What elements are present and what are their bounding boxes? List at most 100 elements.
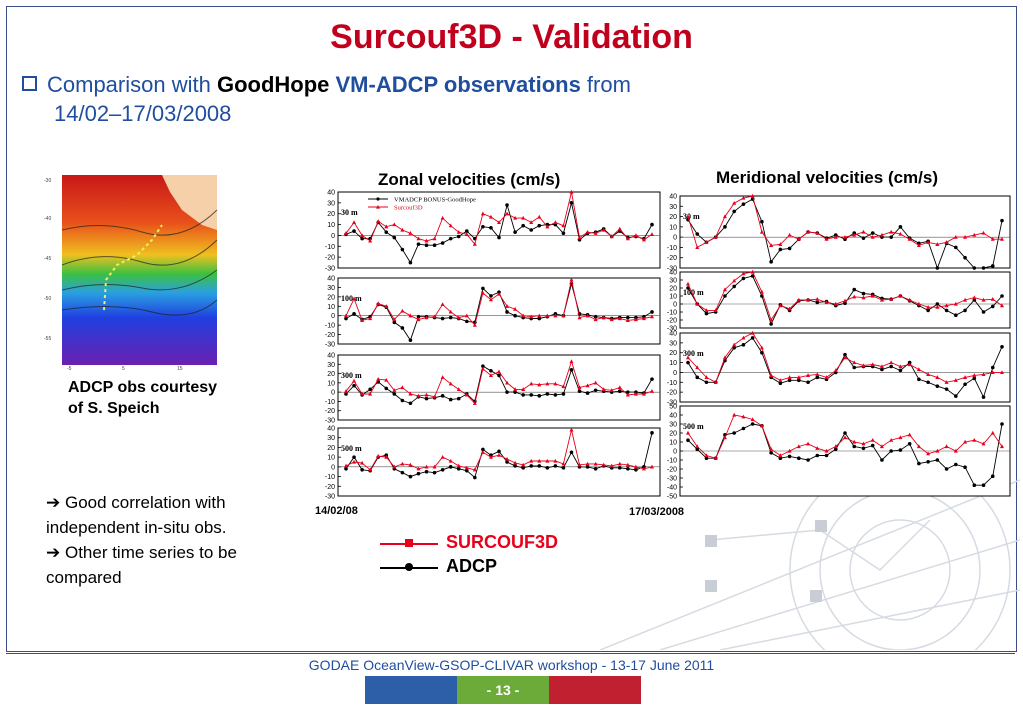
meridional-30m-adcp-point bbox=[898, 225, 903, 229]
zonal-500m-surcouf-point bbox=[408, 462, 413, 467]
zonal-500m-surcouf-point bbox=[488, 454, 493, 459]
meridional-300m-surcouf-point bbox=[990, 370, 995, 375]
meridional-500m-surcouf-point bbox=[704, 453, 709, 458]
meridional-300m-adcp-point bbox=[954, 394, 958, 398]
zonal-500m-ytick-label: -10 bbox=[325, 474, 335, 481]
zonal-30m-adcp-point bbox=[456, 234, 461, 239]
meridional-30m-depth-label: 30 m bbox=[683, 212, 700, 221]
checkbox-bullet-icon bbox=[22, 76, 37, 91]
meridional-100m-adcp-point bbox=[944, 308, 949, 313]
meridional-30m-surcouf-point bbox=[806, 229, 811, 234]
svg-text:-40: -40 bbox=[44, 216, 51, 222]
zonal-100m-adcp-point bbox=[489, 294, 493, 298]
meridional-500m-adcp-point bbox=[861, 446, 866, 451]
zonal-500m-adcp-point bbox=[497, 449, 501, 454]
meridional-500m-ytick-label: -20 bbox=[667, 467, 677, 474]
meridional-30m-surcouf-point bbox=[926, 240, 931, 244]
meridional-500m-adcp-point bbox=[833, 447, 838, 452]
meridional-100m-surcouf-point bbox=[944, 303, 949, 308]
zonal-300m-adcp-point bbox=[456, 396, 461, 401]
meridional-500m-ytick-label: -10 bbox=[667, 458, 677, 465]
footer-bar-red bbox=[549, 676, 641, 704]
footer-bar-blue bbox=[365, 676, 457, 704]
zonal-500m-adcp-point bbox=[505, 460, 509, 464]
conclusion-notes: ➔ Good correlation with independent in-s… bbox=[46, 490, 306, 590]
meridional-500m-adcp-point bbox=[750, 422, 755, 426]
meridional-300m-adcp-point bbox=[917, 377, 921, 382]
meridional-500m-surcouf-point bbox=[963, 439, 968, 444]
meridional-100m-surcouf-point bbox=[769, 317, 774, 322]
meridional-100m-ytick-label: 40 bbox=[669, 270, 677, 277]
meridional-100m-adcp-point bbox=[1000, 294, 1004, 298]
meridional-500m-adcp-point bbox=[907, 442, 912, 446]
zonal-500m-surcouf-point bbox=[513, 460, 518, 465]
meridional-500m-surcouf-point bbox=[796, 444, 801, 449]
zonal-500m-adcp-point bbox=[360, 467, 364, 472]
zonal-500m-surcouf-point bbox=[641, 466, 646, 471]
zonal-300m-adcp-point bbox=[569, 368, 574, 372]
meridional-300m-surcouf-point bbox=[944, 380, 949, 384]
zonal-500m-adcp-point bbox=[593, 467, 598, 471]
zonal-500m-adcp-point bbox=[464, 468, 469, 473]
meridional-500m-ytick-label: -30 bbox=[667, 476, 677, 483]
meridional-300m-adcp-point bbox=[898, 368, 903, 373]
zonal-30m-ytick-label: -20 bbox=[325, 255, 335, 262]
meridional-30m-surcouf-point bbox=[704, 240, 709, 244]
zonal-100m-ytick-label: -10 bbox=[325, 323, 335, 330]
zonal-100m-surcouf-point bbox=[464, 313, 469, 318]
meridional-30m-adcp-point bbox=[732, 209, 736, 214]
meridional-100m-surcouf-point bbox=[713, 308, 718, 312]
meridional-30m-surcouf-point bbox=[898, 231, 903, 236]
meridional-30m-surcouf-point bbox=[879, 232, 884, 237]
zonal-300m-surcouf-point bbox=[352, 378, 357, 383]
zonal-300m-surcouf-point bbox=[376, 376, 381, 381]
zonal-100m-surcouf-point bbox=[650, 314, 654, 319]
zonal-100m-surcouf-point bbox=[368, 316, 373, 321]
zonal-500m-surcouf-point bbox=[497, 453, 501, 457]
zonal-300m-surcouf-point bbox=[617, 385, 622, 390]
meridional-100m-surcouf-point bbox=[704, 308, 709, 312]
meridional-100m-adcp-point bbox=[861, 291, 866, 296]
zonal-30m-ytick-label: -30 bbox=[325, 266, 335, 273]
meridional-500m-surcouf-point bbox=[852, 439, 857, 444]
meridional-30m-surcouf-point bbox=[741, 195, 746, 200]
meridional-30m-surcouf-point bbox=[852, 232, 857, 237]
meridional-30m-ytick-label: 0 bbox=[673, 235, 677, 242]
meridional-300m-surcouf-point bbox=[843, 355, 847, 360]
meridional-30m-surcouf-point bbox=[981, 230, 986, 235]
subtitle-suffix: from bbox=[580, 72, 631, 97]
meridional-30m-adcp-point bbox=[972, 266, 977, 270]
meridional-100m-adcp-point bbox=[926, 308, 930, 313]
arrow-right-icon: ➔ bbox=[46, 493, 61, 512]
meridional-300m-adcp-point bbox=[963, 382, 967, 387]
meridional-300m-surcouf-point bbox=[870, 362, 875, 367]
zonal-100m-adcp-point bbox=[400, 326, 405, 330]
meridional-300m-surcouf-point bbox=[981, 372, 986, 376]
meridional-30m-surcouf-point bbox=[963, 234, 968, 239]
svg-text:5: 5 bbox=[122, 366, 125, 370]
meridional-300m-surcouf-point bbox=[722, 355, 727, 360]
zonal-300m-adcp-point bbox=[489, 368, 493, 373]
zonal-500m-adcp-point bbox=[352, 455, 356, 459]
zonal-30m-depth-label: 30 m bbox=[341, 208, 358, 217]
meridional-500m-surcouf-point bbox=[759, 423, 764, 428]
zonal-100m-surcouf-point bbox=[440, 302, 445, 306]
meridional-30m-surcouf-point bbox=[944, 240, 949, 244]
zonal-300m-adcp-point bbox=[497, 373, 501, 378]
zonal-300m-adcp-point bbox=[392, 392, 397, 396]
zonal-500m-surcouf-point bbox=[352, 459, 357, 464]
zonal-30m-adcp-point bbox=[360, 236, 364, 241]
zonal-30m-adcp-point bbox=[521, 223, 525, 228]
meridional-500m-surcouf-point bbox=[898, 435, 903, 440]
meridional-100m-adcp-point bbox=[935, 302, 940, 306]
meridional-300m-adcp-point bbox=[778, 381, 783, 386]
zonal-100m-adcp-point bbox=[513, 313, 517, 318]
meridional-500m-adcp-point bbox=[852, 444, 857, 449]
meridional-300m-ytick-label: 20 bbox=[669, 350, 677, 357]
meridional-300m-adcp-point bbox=[686, 360, 690, 365]
zonal-300m-surcouf-point bbox=[464, 392, 469, 397]
meridional-500m-surcouf-point bbox=[990, 430, 995, 435]
meridional-300m-ytick-label: 40 bbox=[669, 331, 677, 338]
subtitle-goodhope: GoodHope bbox=[216, 72, 330, 97]
zonal-100m-surcouf-point bbox=[480, 290, 485, 295]
